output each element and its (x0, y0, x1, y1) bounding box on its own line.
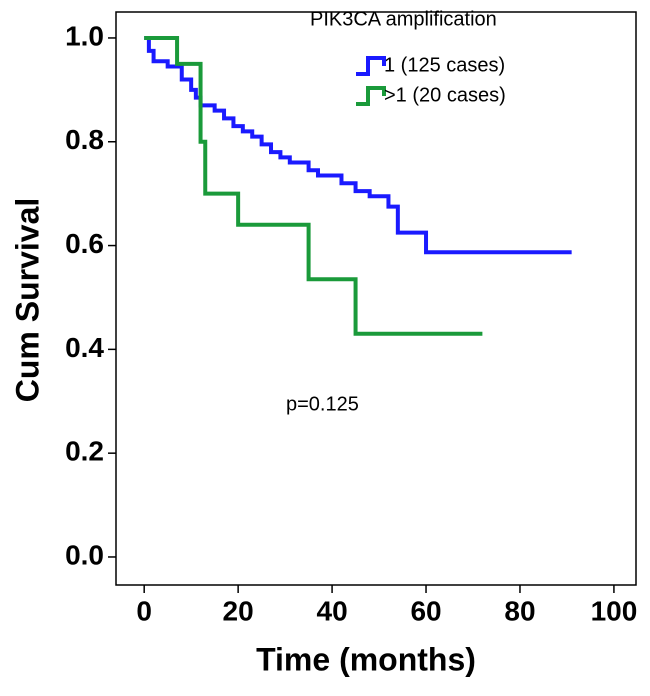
x-tick-label: 100 (591, 595, 638, 626)
y-tick-label: 0.2 (65, 436, 104, 467)
plot-frame (115, 11, 637, 586)
x-tick-label: 40 (317, 595, 348, 626)
y-tick-label: 0.8 (65, 124, 104, 155)
y-tick-label: 0.0 (65, 539, 104, 570)
legend-swatch (356, 56, 386, 76)
legend-label: 1 (125 cases) (384, 54, 505, 76)
y-tick-label: 0.6 (65, 228, 104, 259)
survival-curve (144, 35, 572, 255)
legend-title: PIK3CA amplification (310, 8, 497, 30)
y-tick-label: 0.4 (65, 332, 104, 363)
annotation: p=0.125 (286, 393, 359, 415)
legend-swatch (356, 86, 386, 106)
survival-curve (144, 35, 483, 336)
x-tick-label: 80 (504, 595, 535, 626)
x-tick-label: 0 (136, 595, 152, 626)
x-tick-label: 20 (223, 595, 254, 626)
legend-label: >1 (20 cases) (384, 84, 506, 106)
x-axis-title: Time (months) (256, 641, 476, 677)
y-axis-title: Cum Survival (9, 198, 45, 403)
x-tick-label: 60 (410, 595, 441, 626)
y-tick-label: 1.0 (65, 20, 104, 51)
